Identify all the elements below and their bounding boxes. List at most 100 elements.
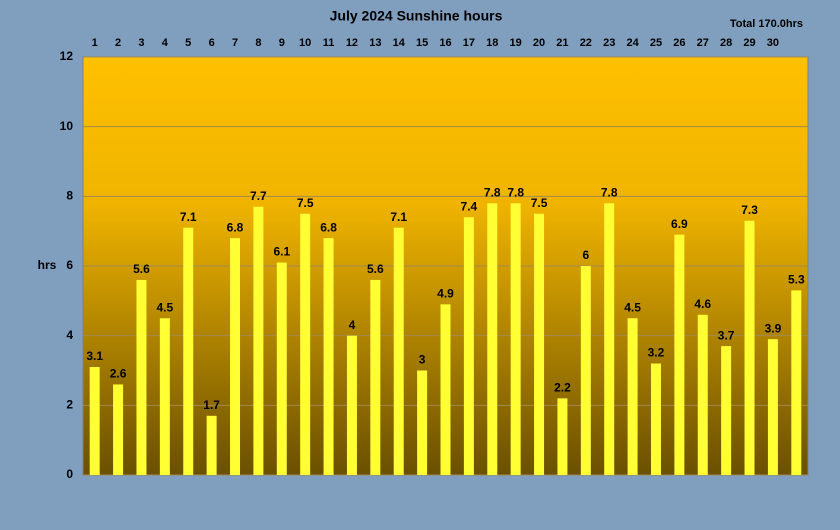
x-tick-label: 25	[650, 37, 662, 49]
x-tick-label: 21	[556, 37, 568, 49]
value-label: 5.3	[788, 273, 805, 287]
value-label: 7.5	[531, 196, 548, 210]
x-tick-label: 9	[279, 37, 285, 49]
bar	[253, 206, 264, 476]
x-tick-label: 15	[416, 37, 428, 49]
x-tick-label: 2	[115, 37, 121, 49]
y-tick-label: 2	[66, 398, 73, 412]
bar	[650, 363, 661, 475]
bar	[136, 279, 147, 475]
value-label: 7.8	[601, 185, 618, 199]
x-tick-label: 24	[626, 37, 639, 49]
value-label: 4	[349, 318, 356, 332]
value-label: 4.5	[624, 300, 641, 314]
x-tick-label: 10	[299, 37, 311, 49]
x-tick-label: 3	[138, 37, 144, 49]
bar	[744, 220, 755, 475]
x-tick-label: 23	[603, 37, 615, 49]
y-tick-label: 6	[66, 258, 73, 272]
value-label: 7.7	[250, 189, 267, 203]
bar	[721, 346, 732, 475]
x-tick-label: 7	[232, 37, 238, 49]
value-label: 7.3	[741, 203, 758, 217]
value-label: 6.8	[320, 220, 337, 234]
bar	[580, 266, 591, 475]
x-tick-label: 14	[393, 37, 406, 49]
value-label: 7.8	[484, 185, 501, 199]
bar	[159, 318, 170, 475]
value-label: 3.9	[765, 321, 782, 335]
bar	[510, 203, 521, 476]
value-label: 3.2	[648, 346, 665, 360]
x-tick-label: 5	[185, 37, 191, 49]
value-label: 5.6	[367, 262, 384, 276]
x-tick-label: 13	[369, 37, 381, 49]
x-tick-label: 26	[673, 37, 685, 49]
y-tick-label: 10	[60, 119, 74, 133]
value-label: 2.2	[554, 381, 571, 395]
x-tick-label: 4	[162, 37, 169, 49]
x-tick-label: 20	[533, 37, 545, 49]
value-label: 3	[419, 353, 426, 367]
bar	[276, 262, 287, 475]
annotation: Total 170.0hrs	[730, 18, 803, 30]
value-label: 7.8	[507, 185, 524, 199]
value-label: 6.9	[671, 217, 688, 231]
x-tick-label: 17	[463, 37, 475, 49]
bar	[417, 370, 428, 475]
value-label: 7.1	[180, 210, 197, 224]
x-tick-label: 8	[255, 37, 261, 49]
y-tick-label: 12	[60, 49, 74, 63]
value-label: 4.6	[694, 297, 711, 311]
chart-title: July 2024 Sunshine hours	[330, 8, 503, 24]
bar	[206, 415, 217, 475]
value-label: 2.6	[110, 367, 127, 381]
x-tick-label: 19	[510, 37, 522, 49]
bar	[346, 335, 357, 475]
bar	[674, 234, 685, 475]
value-label: 7.1	[390, 210, 407, 224]
bar	[183, 227, 194, 475]
value-label: 6.1	[273, 245, 290, 259]
bar	[463, 217, 474, 475]
y-tick-label: 0	[66, 467, 73, 481]
value-label: 5.6	[133, 262, 150, 276]
x-tick-label: 29	[743, 37, 755, 49]
bar	[697, 314, 708, 475]
bar	[323, 238, 334, 475]
bar	[300, 213, 311, 475]
x-tick-label: 1	[92, 37, 98, 49]
bar	[557, 398, 568, 475]
x-tick-label: 18	[486, 37, 498, 49]
bar	[604, 203, 615, 476]
bar	[791, 290, 802, 475]
bar	[487, 203, 498, 476]
value-label: 6.8	[227, 220, 244, 234]
bar	[627, 318, 638, 475]
y-tick-label: 8	[66, 189, 73, 203]
value-label: 4.5	[157, 300, 174, 314]
x-tick-label: 16	[439, 37, 451, 49]
bar	[370, 279, 381, 475]
bar	[393, 227, 404, 475]
y-tick-label: 4	[66, 328, 73, 342]
x-tick-label: 12	[346, 37, 358, 49]
x-tick-label: 11	[323, 37, 335, 49]
value-label: 4.9	[437, 286, 454, 300]
bar	[113, 384, 124, 475]
bar	[230, 238, 241, 475]
bar	[89, 367, 100, 475]
x-tick-label: 22	[580, 37, 592, 49]
bar	[534, 213, 545, 475]
y-axis-label: hrs	[38, 258, 57, 272]
x-tick-label: 30	[767, 37, 779, 49]
x-tick-label: 27	[697, 37, 709, 49]
bar	[767, 339, 778, 475]
bar	[440, 304, 451, 475]
value-label: 6	[582, 248, 589, 262]
value-label: 3.1	[86, 349, 103, 363]
value-label: 7.5	[297, 196, 314, 210]
value-label: 7.4	[461, 199, 478, 213]
